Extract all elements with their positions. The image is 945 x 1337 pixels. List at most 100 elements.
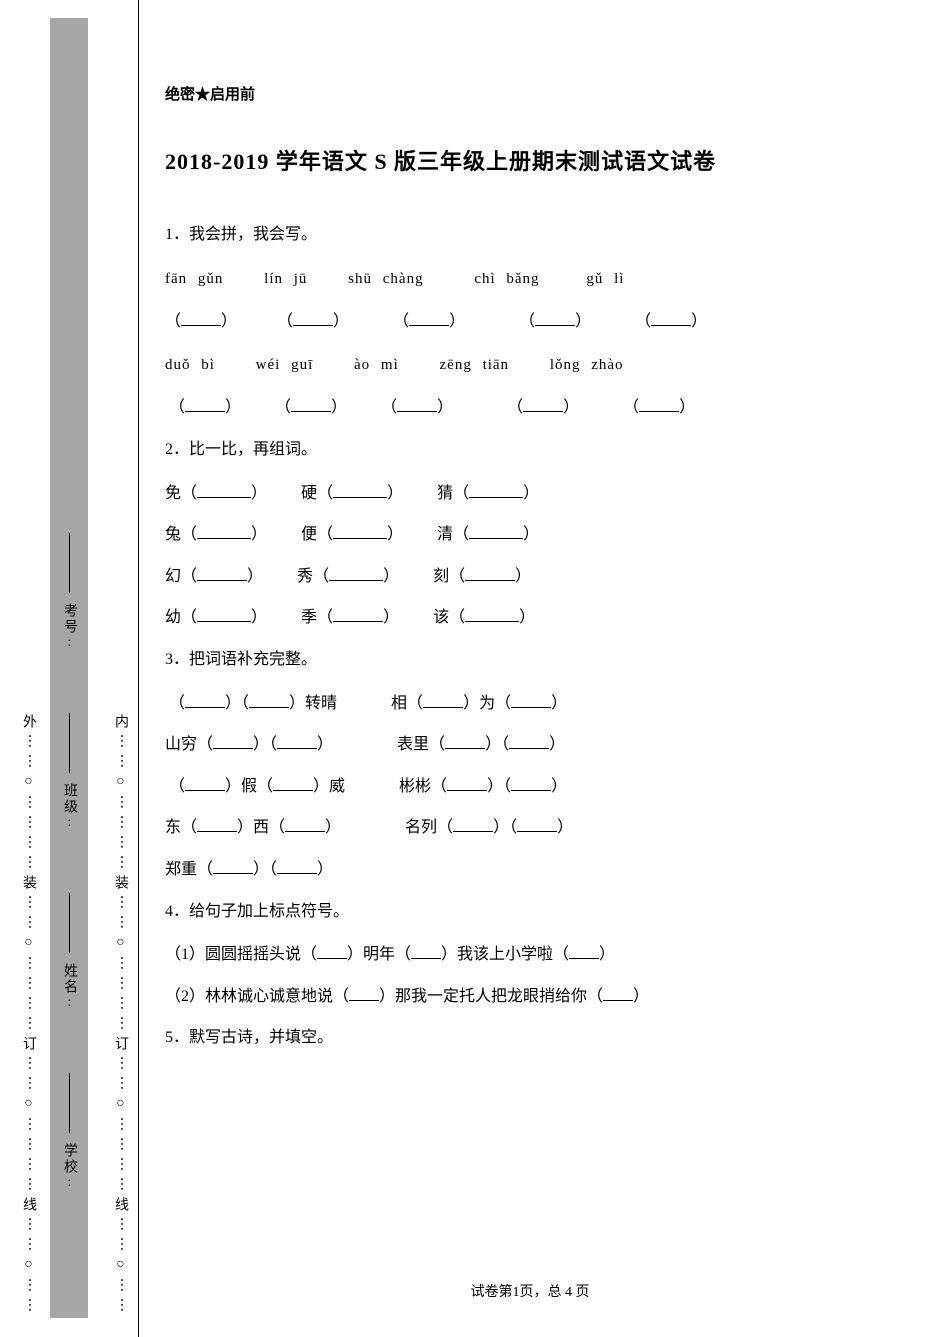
- q3-row: （）假（）威 彬彬（）（）: [165, 766, 895, 808]
- blank[interactable]: [535, 312, 575, 326]
- q1-blanks-row2: （） （） （） （） （）: [165, 387, 895, 429]
- examno-blank-line: [69, 533, 70, 593]
- pinyin: shū chàng: [348, 271, 423, 287]
- blank[interactable]: [249, 694, 289, 708]
- blank[interactable]: [465, 608, 519, 622]
- q4-text: ）: [599, 946, 615, 963]
- inner-rail-text: 内⋯⋯○⋯⋯⋯⋯装⋯⋯○⋯⋯⋯⋯订⋯⋯○⋯⋯⋯⋯线⋯⋯○⋯⋯: [110, 714, 130, 1318]
- blank[interactable]: [317, 945, 347, 959]
- exam-content: 绝密★启用前 2018-2019 学年语文 S 版三年级上册期末测试语文试卷 1…: [165, 76, 895, 1061]
- q4-s2: （2）林林诚心诚意地说（）那我一定托人把龙眼捎给你（）: [165, 976, 895, 1018]
- q3-row: 东（）西（） 名列（）（）: [165, 807, 895, 849]
- char: 该: [433, 609, 449, 626]
- char: 兔: [165, 526, 181, 543]
- blank[interactable]: [509, 735, 549, 749]
- blank[interactable]: [517, 818, 557, 832]
- q2-row: 幼（） 季（） 该（）: [165, 597, 895, 639]
- q3-row: 山穷（）（） 表里（）（）: [165, 724, 895, 766]
- blank[interactable]: [185, 694, 225, 708]
- outer-rail-text: 外⋯⋯○⋯⋯⋯⋯装⋯⋯○⋯⋯⋯⋯订⋯⋯○⋯⋯⋯⋯线⋯⋯○⋯⋯: [18, 714, 38, 1318]
- q3-row: （）（）转晴 相（）为（）: [165, 683, 895, 725]
- blank[interactable]: [511, 694, 551, 708]
- blank[interactable]: [329, 567, 383, 581]
- blank[interactable]: [197, 608, 251, 622]
- char: 免: [165, 485, 181, 502]
- blank[interactable]: [273, 777, 313, 791]
- blank[interactable]: [333, 484, 387, 498]
- pinyin: chì bǎng: [474, 271, 539, 287]
- blank[interactable]: [285, 818, 325, 832]
- blank[interactable]: [185, 777, 225, 791]
- name-blank-line: [69, 893, 70, 953]
- blank[interactable]: [639, 398, 679, 412]
- blank[interactable]: [197, 567, 247, 581]
- blank[interactable]: [469, 484, 523, 498]
- student-info-column: 学校: 姓名: 班级: 考号:: [50, 18, 88, 1318]
- q4-s1: （1）圆圆摇摇头说（ ）明年（ ）我该上小学啦（ ）: [165, 934, 895, 976]
- q1-pinyin-row1: fān gǔn lín jū shū chàng chì bǎng gǔ lì: [165, 260, 895, 299]
- q4-stem: 4．给句子加上标点符号。: [165, 891, 895, 933]
- name-label: 姓名:: [59, 957, 79, 1018]
- blank[interactable]: [349, 987, 379, 1001]
- char: 清: [437, 526, 453, 543]
- q4-text: ）明年（: [347, 946, 411, 963]
- pinyin: gǔ lì: [586, 271, 624, 287]
- blank[interactable]: [447, 777, 487, 791]
- pinyin: zēng tiān: [440, 357, 510, 373]
- blank[interactable]: [423, 694, 463, 708]
- q4-text: （1）圆圆摇摇头说（: [165, 946, 317, 963]
- blank[interactable]: [569, 945, 599, 959]
- q4-text: ）我该上小学啦（: [441, 946, 569, 963]
- blank[interactable]: [185, 398, 225, 412]
- char: 幼: [165, 609, 181, 626]
- blank[interactable]: [277, 735, 317, 749]
- blank[interactable]: [397, 398, 437, 412]
- blank[interactable]: [277, 860, 317, 874]
- blank[interactable]: [213, 735, 253, 749]
- class-label: 班级:: [59, 777, 79, 838]
- pinyin: duǒ bì: [165, 357, 215, 373]
- pinyin: lín jū: [264, 271, 307, 287]
- q1-blanks-row1: （） （） （） （） （）: [165, 301, 895, 343]
- blank[interactable]: [453, 818, 493, 832]
- blank[interactable]: [197, 525, 251, 539]
- q1-stem: 1．我会拼，我会写。: [165, 214, 895, 256]
- char: 季: [301, 609, 317, 626]
- char: 猜: [437, 485, 453, 502]
- page-footer: 试卷第1页，总 4 页: [165, 1281, 895, 1301]
- exam-title: 2018-2019 学年语文 S 版三年级上册期末测试语文试卷: [165, 133, 895, 190]
- q2-stem: 2．比一比，再组词。: [165, 429, 895, 471]
- q2-row: 兔（） 便（） 清（）: [165, 514, 895, 556]
- char: 硬: [301, 485, 317, 502]
- blank[interactable]: [445, 735, 485, 749]
- q4-text: ）: [633, 988, 649, 1005]
- blank[interactable]: [181, 312, 221, 326]
- blank[interactable]: [213, 860, 253, 874]
- pinyin: fān gǔn: [165, 271, 223, 287]
- confidential-note: 绝密★启用前: [165, 76, 895, 115]
- blank[interactable]: [291, 398, 331, 412]
- pinyin: ào mì: [354, 357, 399, 373]
- blank[interactable]: [411, 945, 441, 959]
- q3-row: 郑重（）（）: [165, 849, 895, 891]
- blank[interactable]: [333, 608, 383, 622]
- blank[interactable]: [651, 312, 691, 326]
- blank[interactable]: [511, 777, 551, 791]
- q2-row: 幻（） 秀（） 刻（）: [165, 556, 895, 598]
- school-label: 学校:: [59, 1137, 79, 1198]
- q4-text: ）那我一定托人把龙眼捎给你（: [379, 988, 603, 1005]
- blank[interactable]: [333, 525, 387, 539]
- blank[interactable]: [465, 567, 515, 581]
- blank[interactable]: [293, 312, 333, 326]
- blank[interactable]: [409, 312, 449, 326]
- pinyin: wéi guī: [256, 357, 314, 373]
- blank[interactable]: [197, 818, 237, 832]
- blank[interactable]: [469, 525, 523, 539]
- char: 秀: [297, 568, 313, 585]
- blank[interactable]: [603, 987, 633, 1001]
- blank[interactable]: [523, 398, 563, 412]
- pinyin: lǒng zhào: [550, 357, 624, 373]
- school-blank-line: [69, 1073, 70, 1133]
- q5-stem: 5．默写古诗，并填空。: [165, 1017, 895, 1059]
- blank[interactable]: [197, 484, 251, 498]
